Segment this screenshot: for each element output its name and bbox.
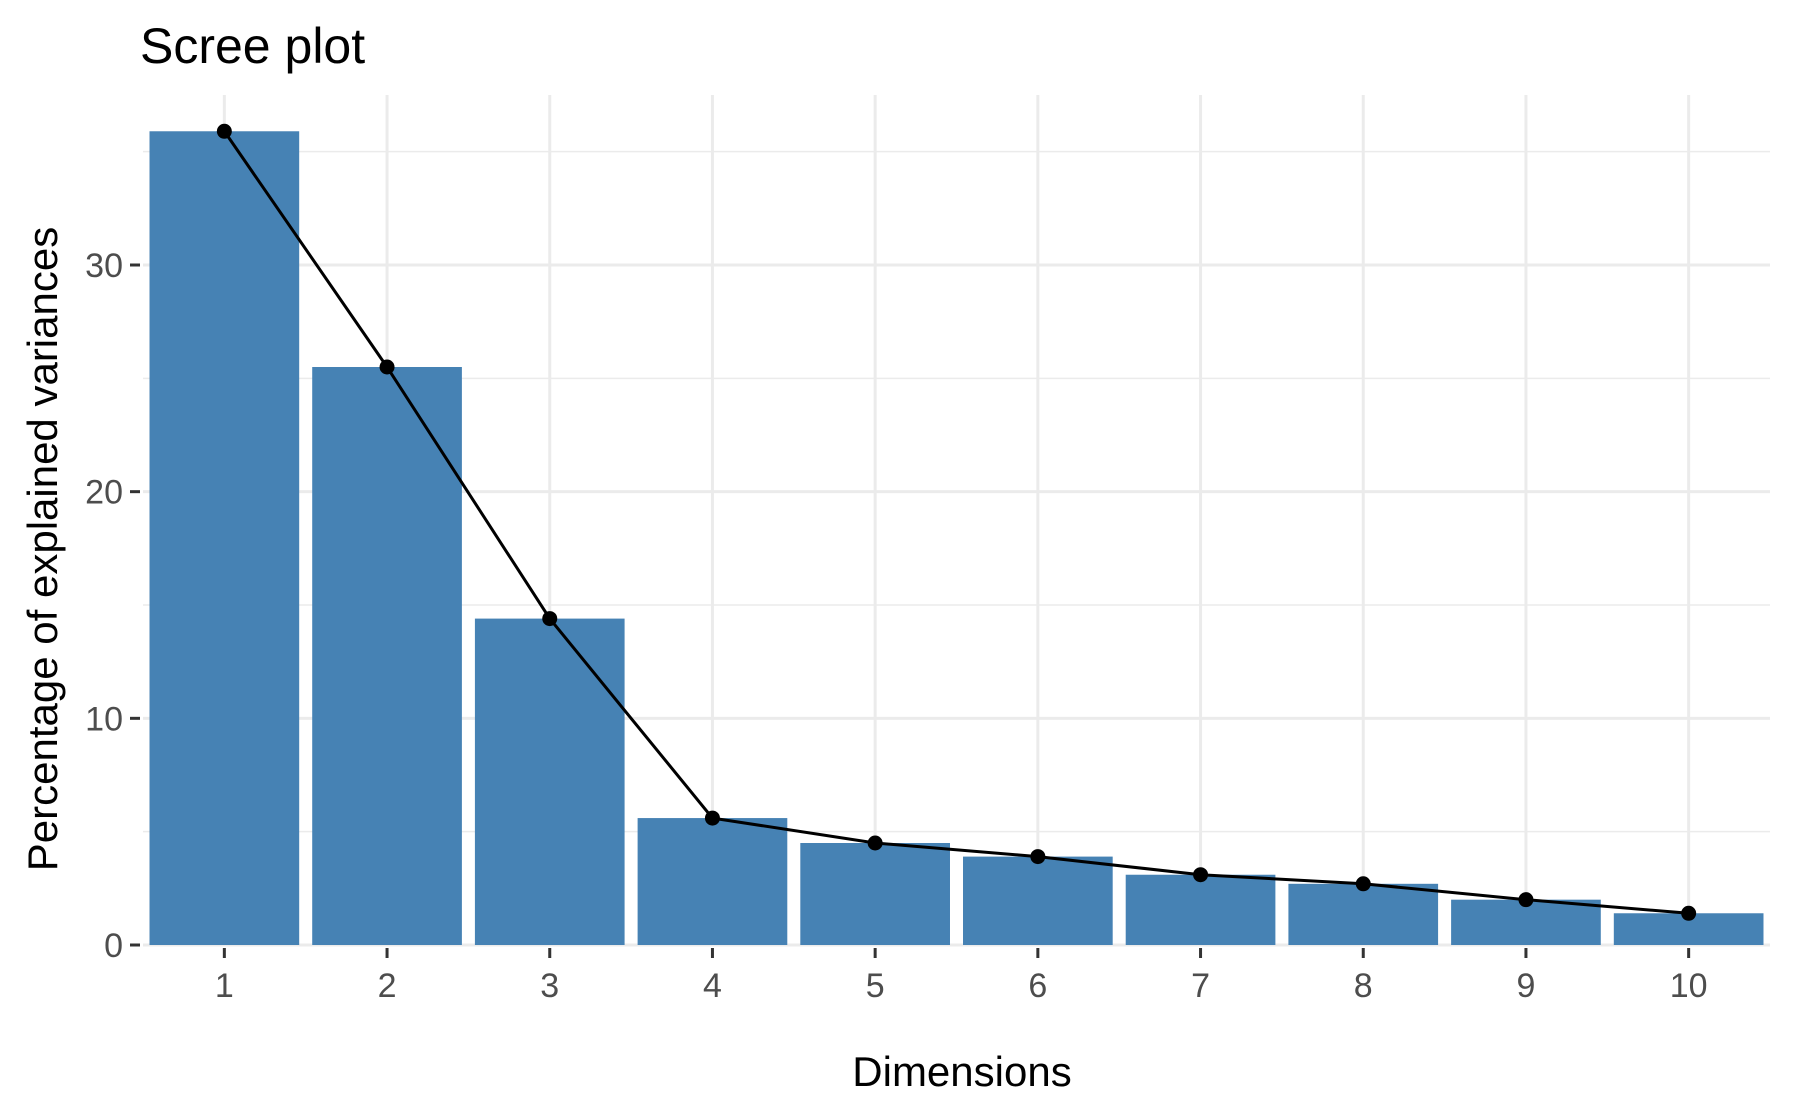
bar-dim-1	[149, 131, 300, 945]
bar-dim-8	[1288, 883, 1439, 945]
chart-title: Scree plot	[140, 18, 365, 74]
bar-dim-2	[312, 367, 462, 945]
x-tick-label: 5	[866, 967, 885, 1005]
bar-dim-9	[1451, 899, 1601, 945]
y-axis-title: Percentage of explained variances	[19, 227, 66, 871]
bar-dim-4	[637, 818, 788, 945]
point-dim-9	[1518, 892, 1534, 908]
x-tick-label: 10	[1670, 967, 1708, 1005]
x-tick-label: 6	[1028, 967, 1047, 1005]
x-tick-label: 1	[215, 967, 234, 1005]
y-axis: 0 10 20 30	[85, 247, 140, 965]
x-tick-label: 3	[540, 967, 559, 1005]
y-tick-label: 0	[104, 927, 123, 965]
x-tick-label: 4	[703, 967, 722, 1005]
bar-dim-7	[1125, 874, 1276, 945]
point-dim-2	[379, 359, 395, 375]
line-series	[223, 130, 1689, 915]
bar-series	[149, 131, 1764, 945]
point-dim-1	[216, 123, 232, 139]
point-dim-10	[1681, 905, 1697, 921]
point-series	[216, 123, 1697, 921]
y-tick-label: 30	[85, 247, 123, 285]
x-axis: 1 2 3 4 5 6 7 8 9 10	[215, 948, 1708, 1005]
y-tick-label: 20	[85, 474, 123, 512]
point-dim-5	[867, 835, 883, 851]
bar-dim-3	[474, 618, 625, 945]
point-dim-7	[1193, 867, 1209, 883]
point-dim-3	[542, 611, 558, 627]
bar-dim-6	[963, 856, 1113, 945]
bar-dim-5	[800, 843, 950, 945]
point-dim-6	[1030, 849, 1046, 865]
x-tick-label: 9	[1516, 967, 1535, 1005]
x-tick-label: 2	[378, 967, 397, 1005]
x-tick-label: 8	[1354, 967, 1373, 1005]
x-axis-title: Dimensions	[852, 1048, 1071, 1095]
point-dim-8	[1355, 876, 1371, 892]
x-tick-label: 7	[1191, 967, 1210, 1005]
point-dim-4	[704, 810, 720, 826]
scree-line	[223, 130, 1689, 915]
y-tick-label: 10	[85, 700, 123, 738]
